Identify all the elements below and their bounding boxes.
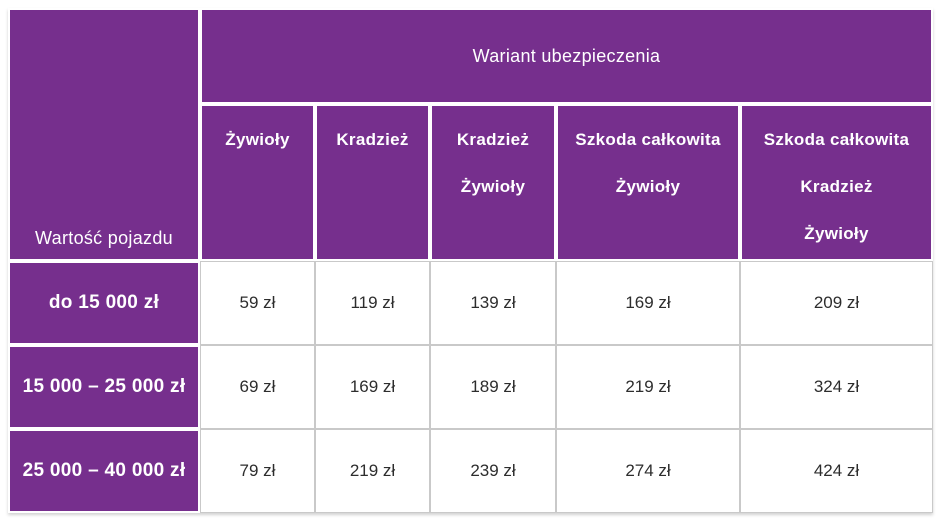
price-cell: 219 zł: [315, 429, 430, 513]
price-cell: 189 zł: [430, 345, 556, 429]
column-header-szkoda-kradziez-zywioly: Szkoda całkowita Kradzież Żywioły: [740, 104, 933, 261]
price-cell: 139 zł: [430, 261, 556, 345]
column-header-zywioly: Żywioły: [200, 104, 315, 261]
price-cell: 424 zł: [740, 429, 933, 513]
price-cell: 59 zł: [200, 261, 315, 345]
column-header-line: Kradzież: [800, 177, 873, 196]
column-header-line: Szkoda całkowita: [763, 130, 910, 149]
column-header-line: Żywioły: [615, 177, 681, 196]
price-cell: 119 zł: [315, 261, 430, 345]
row-header-25000-40000: 25 000 – 40 000 zł: [8, 429, 200, 513]
column-header-line: Kradzież: [336, 130, 409, 149]
column-header-kradziez: Kradzież: [315, 104, 430, 261]
row-header-15000-25000: 15 000 – 25 000 zł: [8, 345, 200, 429]
price-cell: 219 zł: [556, 345, 740, 429]
price-cell: 169 zł: [556, 261, 740, 345]
price-cell: 239 zł: [430, 429, 556, 513]
row-header-do-15000: do 15 000 zł: [8, 261, 200, 345]
corner-header-vehicle-value: Wartość pojazdu: [8, 8, 200, 261]
price-cell: 79 zł: [200, 429, 315, 513]
column-header-line: Szkoda całkowita: [575, 130, 721, 149]
price-cell: 274 zł: [556, 429, 740, 513]
variant-group-label: Wariant ubezpieczenia: [472, 45, 661, 66]
column-header-szkoda-zywioly: Szkoda całkowita Żywioły: [556, 104, 740, 261]
variant-group-header: Wariant ubezpieczenia: [200, 8, 933, 104]
column-header-kradziez-zywioly: Kradzież Żywioły: [430, 104, 556, 261]
price-cell: 69 zł: [200, 345, 315, 429]
column-header-line: Żywioły: [225, 130, 290, 149]
vehicle-value-label: Wartość pojazdu: [35, 228, 173, 248]
price-cell: 209 zł: [740, 261, 933, 345]
insurance-price-table: Wartość pojazdu Wariant ubezpieczenia Ży…: [8, 8, 933, 513]
column-header-line: Żywioły: [460, 177, 526, 196]
price-cell: 169 zł: [315, 345, 430, 429]
price-cell: 324 zł: [740, 345, 933, 429]
column-header-line: Kradzież: [456, 130, 530, 149]
column-header-line: Żywioły: [804, 224, 869, 243]
